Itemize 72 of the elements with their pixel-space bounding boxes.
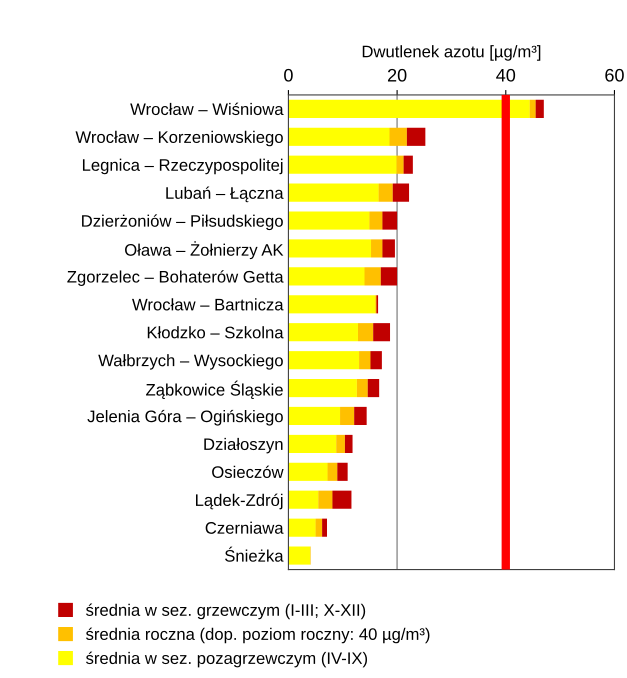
bar — [396, 156, 404, 174]
bar — [288, 518, 316, 537]
bar — [288, 406, 340, 426]
bar — [288, 100, 530, 118]
bar — [382, 211, 398, 230]
bar — [318, 490, 332, 509]
bar — [370, 351, 382, 370]
bar — [288, 295, 376, 314]
y-tick-label: Śnieżka — [225, 546, 284, 562]
bar — [356, 378, 368, 398]
bar — [332, 490, 352, 509]
y-tick-label: Wałbrzych – Wysockiego — [98, 354, 283, 370]
bar — [406, 128, 426, 146]
legend-label: średnia w sez. grzewczym (I-III; X-XII) — [86, 604, 366, 620]
bar — [371, 239, 382, 258]
x-tick-label: 60 — [605, 68, 624, 82]
bar — [337, 462, 348, 481]
bar — [288, 462, 328, 481]
bar — [344, 434, 353, 453]
y-tick-label: Legnica – Rzeczypospolitej — [82, 158, 282, 174]
y-tick-label: Lubań – Łączna — [166, 186, 284, 202]
x-tick-label: 40 — [496, 68, 516, 82]
bar — [288, 490, 318, 509]
bar — [288, 267, 364, 286]
y-tick-label: Wrocław – Wiśniowa — [130, 102, 284, 116]
bar — [389, 128, 407, 146]
y-tick-label: Kłodzko – Szkolna — [148, 326, 284, 338]
bar — [316, 518, 322, 537]
y-tick-label: Działoszyn — [204, 438, 282, 454]
bar — [288, 156, 397, 174]
y-tick-label: Ząbkowice Śląskie — [146, 380, 283, 399]
bar — [378, 184, 393, 202]
y-tick-label: Czerniawa — [206, 522, 284, 534]
y-tick-label: Wrocław – Korzeniowskiego — [76, 130, 283, 146]
bar — [404, 156, 413, 174]
bar — [364, 267, 381, 286]
bar — [288, 434, 336, 453]
x-axis-title: Dwutlenek azotu [µg/m³] — [362, 45, 540, 61]
bar — [382, 239, 395, 258]
y-tick-label: Lądek-Zdrój — [196, 494, 282, 510]
bar — [288, 239, 372, 258]
y-tick-label: Zgorzelec – Bohaterów Getta — [67, 270, 284, 286]
bar — [288, 378, 357, 398]
bar — [288, 351, 360, 370]
bar — [288, 128, 390, 146]
bar — [380, 267, 398, 286]
bar — [340, 406, 354, 426]
bar — [336, 434, 345, 453]
bar — [373, 323, 390, 342]
x-tick-label: 0 — [284, 68, 293, 82]
bar — [288, 323, 358, 342]
y-tick-label: Oława – Żołnierzy AK — [125, 241, 284, 260]
bar — [358, 323, 374, 342]
y-tick-label: Wrocław – Bartnicza — [132, 298, 284, 311]
legend-label: średnia roczna (dop. poziom roczny: 40 µg/m³) — [86, 628, 430, 644]
bar — [354, 406, 367, 426]
bar — [288, 546, 310, 565]
bar — [288, 211, 370, 230]
bar — [536, 100, 544, 118]
bar — [359, 351, 370, 370]
bar — [369, 211, 382, 230]
legend-label: średnia w sez. pozagrzewczym (IV-IX) — [86, 652, 368, 668]
bar — [530, 100, 536, 118]
x-tick-label: 20 — [388, 68, 406, 82]
y-tick-label: Osieczów — [212, 466, 284, 478]
bar — [392, 184, 410, 202]
y-tick-label: Jelenia Góra – Ogińskiego — [87, 410, 283, 426]
y-tick-label: Dzierżoniów – Piłsudskiego — [82, 214, 283, 230]
bar — [328, 462, 338, 481]
bar — [322, 518, 327, 537]
bar — [288, 184, 379, 202]
bar — [368, 378, 380, 398]
